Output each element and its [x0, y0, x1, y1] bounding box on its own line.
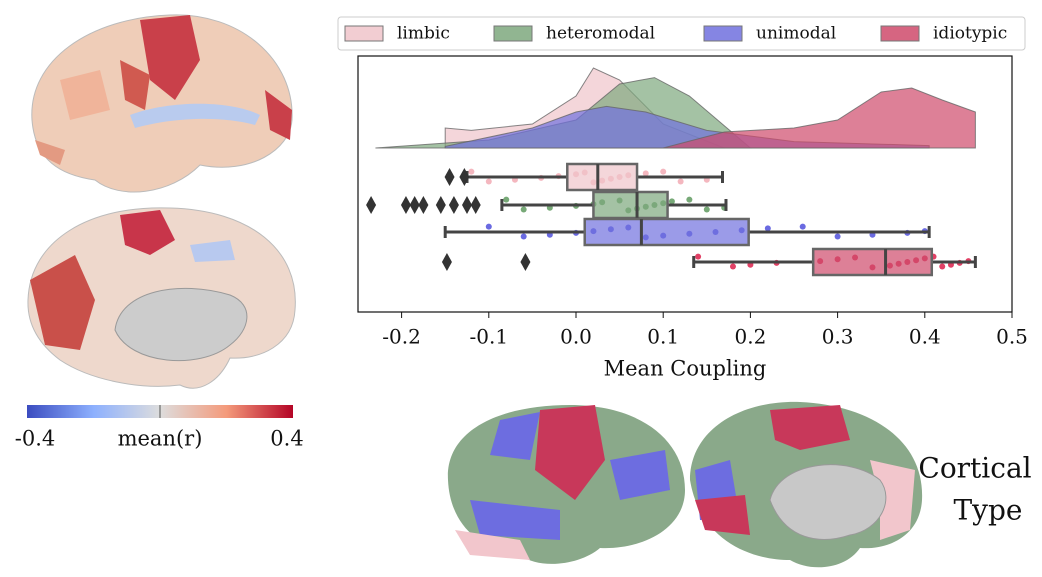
- outlier: [436, 196, 446, 214]
- figure: -0.4 mean(r) 0.4 Cortical Type Mean Coup…: [0, 0, 1042, 573]
- brain-medial: [28, 208, 295, 388]
- legend-label: idiotypic: [933, 24, 1007, 44]
- x-tick-label: 0.5: [996, 325, 1028, 349]
- strip-point: [468, 169, 474, 175]
- box: [593, 192, 667, 218]
- legend-label: unimodal: [756, 24, 836, 44]
- outlier: [366, 196, 376, 214]
- strip-point: [686, 197, 692, 203]
- brain-lateral: [32, 15, 292, 192]
- strip-point: [704, 207, 710, 213]
- strip-point: [800, 224, 806, 230]
- x-tick-label: 0.0: [560, 325, 592, 349]
- legend-label: limbic: [397, 24, 450, 44]
- outlier: [449, 196, 459, 214]
- x-tick-label: 0.4: [909, 325, 941, 349]
- x-axis-label: Mean Coupling: [604, 357, 767, 381]
- legend-swatch: [494, 26, 532, 41]
- colorbar-max: 0.4: [270, 427, 303, 451]
- outlier: [401, 196, 411, 214]
- strip-point: [835, 234, 841, 240]
- x-tick-label: -0.1: [470, 325, 509, 349]
- strip-point: [486, 179, 492, 185]
- x-tick-label: 0.2: [734, 325, 766, 349]
- plot-area: [375, 68, 975, 148]
- strip-point: [486, 224, 492, 230]
- strip-point: [660, 169, 666, 175]
- box: [585, 219, 749, 245]
- strip-point: [730, 264, 736, 270]
- outlier: [442, 253, 452, 271]
- x-tick-label: -0.2: [382, 325, 421, 349]
- strip-point: [521, 207, 527, 213]
- strip-point: [678, 179, 684, 185]
- strip-point: [695, 254, 701, 260]
- outlier: [471, 196, 481, 214]
- strip-point: [521, 234, 527, 240]
- page: {"chart_data": {"type": "raincloud", "xl…: [0, 0, 1042, 573]
- x-tick-label: 0.3: [822, 325, 854, 349]
- caption-line: Cortical: [918, 452, 1031, 485]
- caption-line: Type: [954, 494, 1023, 527]
- strip-point: [939, 264, 945, 270]
- x-tick-label: 0.1: [647, 325, 679, 349]
- outlier: [462, 196, 472, 214]
- box: [813, 249, 932, 275]
- brain-cortical-type: [448, 402, 922, 567]
- legend-swatch: [881, 26, 919, 41]
- legend-swatch: [704, 26, 742, 41]
- colorbar-min: -0.4: [15, 427, 56, 451]
- outlier: [445, 168, 455, 186]
- legend-swatch: [345, 26, 383, 41]
- outlier: [459, 168, 469, 186]
- strip-point: [503, 197, 509, 203]
- colorbar-label: mean(r): [118, 427, 203, 451]
- outlier: [418, 196, 428, 214]
- legend-label: heteromodal: [546, 24, 655, 44]
- outlier: [410, 196, 420, 214]
- box: [567, 164, 637, 190]
- outlier: [520, 253, 530, 271]
